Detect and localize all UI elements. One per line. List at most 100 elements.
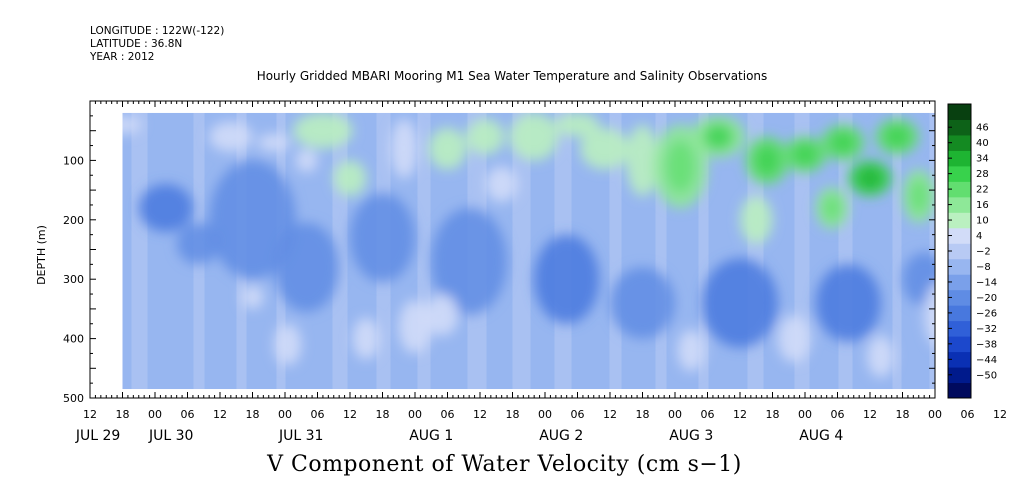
colorbar-label: 28 bbox=[976, 169, 989, 180]
colorbar-label: 22 bbox=[976, 185, 989, 196]
chart-title: Hourly Gridded MBARI Mooring M1 Sea Wate… bbox=[256, 69, 768, 83]
heatmap-cell-green bbox=[390, 118, 418, 179]
x-day-label: AUG 4 bbox=[799, 428, 843, 444]
colorbar-label: −14 bbox=[976, 277, 997, 288]
colorbar-swatch bbox=[948, 134, 971, 151]
heatmap-cell-green bbox=[924, 284, 935, 346]
y-tick-label: 500 bbox=[63, 392, 84, 405]
colorbar-swatch bbox=[948, 289, 971, 306]
heatmap-streak bbox=[122, 112, 132, 390]
x-axis-label: V Component of Water Velocity (cm s−1) bbox=[267, 452, 742, 477]
heatmap-streak bbox=[131, 112, 148, 390]
heatmap-cell-blue bbox=[209, 160, 296, 280]
heatmap-streak bbox=[738, 112, 748, 390]
x-tick-label: 18 bbox=[766, 408, 780, 421]
x-tick-label: 18 bbox=[376, 408, 390, 421]
x-day-label: JUL 29 bbox=[75, 428, 120, 444]
heatmap-cell-green bbox=[509, 112, 559, 161]
heatmap-cell-green bbox=[257, 133, 291, 152]
heatmap-cell-core bbox=[831, 131, 855, 154]
heatmap-streak bbox=[147, 112, 160, 390]
colorbar-label: 46 bbox=[976, 123, 989, 134]
heatmap-cell-green bbox=[555, 112, 600, 137]
heatmap-cell-green bbox=[293, 112, 353, 149]
heatmap-cell-green bbox=[209, 121, 253, 152]
y-tick-label: 300 bbox=[63, 273, 84, 286]
heatmap-streak bbox=[809, 112, 821, 390]
heatmap-cell-blue bbox=[902, 252, 935, 306]
heatmap-cell-green bbox=[466, 118, 505, 155]
heatmap-cell-green bbox=[398, 299, 432, 354]
heatmap-cell-green bbox=[677, 329, 705, 372]
heatmap-cell-core bbox=[885, 125, 909, 148]
x-tick-label: 00 bbox=[538, 408, 552, 421]
y-tick-label: 400 bbox=[63, 333, 84, 346]
x-tick-label: 06 bbox=[961, 408, 975, 421]
y-tick-label: 100 bbox=[63, 154, 84, 167]
heatmap-streak bbox=[929, 112, 935, 390]
heatmap-cell-core bbox=[858, 167, 882, 190]
heatmap-streak bbox=[530, 112, 545, 390]
x-tick-label: 12 bbox=[343, 408, 357, 421]
heatmap-cell-blue bbox=[138, 184, 193, 232]
colorbar-label: −8 bbox=[976, 262, 991, 273]
colorbar-swatch bbox=[948, 104, 971, 120]
heatmap-cell-green bbox=[274, 323, 302, 366]
heatmap-cell-blue bbox=[274, 222, 340, 312]
x-tick-label: 18 bbox=[506, 408, 520, 421]
colorbar-label: −44 bbox=[976, 355, 997, 366]
x-tick-label: 06 bbox=[311, 408, 325, 421]
y-tick-label: 200 bbox=[63, 214, 84, 227]
heatmap-cell-core bbox=[755, 145, 779, 176]
heatmap-streak bbox=[593, 112, 610, 390]
heatmap-cell-blue bbox=[815, 264, 881, 342]
heatmap-cell-green bbox=[485, 166, 518, 202]
x-tick-label: 18 bbox=[896, 408, 910, 421]
heatmap-cell-core bbox=[793, 143, 817, 166]
x-tick-label: 06 bbox=[441, 408, 455, 421]
x-tick-label: 12 bbox=[733, 408, 747, 421]
heatmap-cell-green bbox=[295, 148, 318, 173]
x-tick-label: 06 bbox=[831, 408, 845, 421]
colorbar-swatch bbox=[948, 181, 971, 198]
heatmap-cell-core bbox=[703, 123, 734, 150]
heatmap-cell-green bbox=[333, 160, 367, 197]
colorbar-label: 40 bbox=[976, 138, 989, 149]
latitude-label: LATITUDE : 36.8N bbox=[90, 38, 183, 50]
heatmap-streak bbox=[698, 112, 709, 390]
heatmap-cell-green bbox=[777, 314, 811, 363]
heatmap-streak bbox=[159, 112, 179, 390]
heatmap-cell-core bbox=[665, 140, 696, 193]
x-tick-label: 12 bbox=[603, 408, 617, 421]
colorbar-swatch bbox=[948, 336, 971, 353]
colorbar-swatch bbox=[948, 227, 971, 244]
heatmap-cell-blue bbox=[350, 193, 415, 283]
x-day-label: JUL 31 bbox=[278, 428, 323, 444]
heatmap-streak bbox=[917, 112, 930, 390]
y-axis-label: DEPTH (m) bbox=[35, 225, 48, 285]
x-tick-label: 00 bbox=[278, 408, 292, 421]
heatmap-cell-green bbox=[867, 335, 895, 378]
axes-layer: 12 18 00 06 12 18 00 06 12 18 00 06 12 18 00 06 12 18 00 06… bbox=[63, 100, 1007, 444]
heatmap-cell-blue bbox=[176, 222, 220, 265]
colorbar-swatch bbox=[948, 320, 971, 337]
colorbar-swatch bbox=[948, 258, 971, 275]
colorbar-label: 34 bbox=[976, 154, 989, 165]
x-day-label: AUG 3 bbox=[669, 428, 713, 444]
colorbar-swatch bbox=[948, 351, 971, 368]
colorbar-label: −50 bbox=[976, 370, 997, 381]
x-tick-label: 18 bbox=[116, 408, 130, 421]
heatmap-blobs bbox=[122, 112, 935, 378]
heatmap-cell-green bbox=[428, 127, 467, 170]
heatmap-streak bbox=[852, 112, 863, 390]
colorbar: 46 40 34 28 22 16 10 4 −2 −8 −14 −20 −26 −32 −38 −44 −50 bbox=[947, 103, 997, 399]
colorbar-swatch bbox=[948, 119, 971, 136]
x-day-label: AUG 2 bbox=[539, 428, 583, 444]
colorbar-swatch bbox=[948, 243, 971, 260]
x-tick-label: 12 bbox=[993, 408, 1007, 421]
colorbar-swatch bbox=[948, 305, 971, 322]
heatmap-streak bbox=[892, 112, 902, 390]
x-tick-label: 00 bbox=[798, 408, 812, 421]
heatmap-cell-blue bbox=[702, 258, 778, 348]
